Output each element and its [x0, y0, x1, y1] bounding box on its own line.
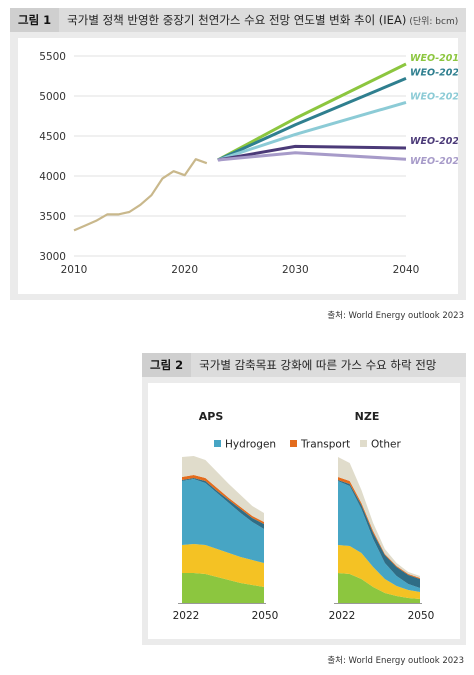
x-tick-label-2010: 2010 — [61, 264, 88, 276]
figure1-title: 국가별 정책 반영한 중장기 천연가스 수요 전망 연도별 변화 추이 (IEA… — [67, 13, 407, 27]
historical-line — [73, 158, 208, 232]
legend-label-hydrogen: Hydrogen — [225, 439, 276, 451]
legend-swatch-other — [360, 440, 367, 447]
figure1-plot-area: 3000 3500 4000 4500 5000 5500 2010 2020 2030 2040… — [18, 38, 466, 294]
area-aps-yellow — [182, 544, 264, 587]
subchart-title-nze: NZE — [355, 410, 380, 423]
x-tick-label-aps-2050: 2050 — [252, 610, 279, 622]
legend-swatch-hydrogen — [214, 440, 221, 447]
x-tick-label-aps-2022: 2022 — [173, 610, 200, 622]
series-line-weo-2020 — [217, 77, 407, 162]
x-tick-label-2040: 2040 — [393, 264, 420, 276]
x-tick-label-2030: 2030 — [282, 264, 309, 276]
figure2-panel: 그림 2 국가별 감축목표 강화에 따른 가스 수요 하락 전망 Hydroge… — [142, 353, 466, 645]
area-aps-green — [182, 573, 264, 603]
y-tick-label-3000: 3000 — [39, 251, 66, 263]
legend-swatch-transport — [290, 440, 297, 447]
y-tick-label-5000: 5000 — [39, 91, 66, 103]
area-nze-hydrogen — [338, 481, 420, 592]
y-tick-label-3500: 3500 — [39, 211, 66, 223]
series-label-weo-2022: WEO-2022 — [410, 136, 458, 147]
figure1-source: 출처: World Energy outlook 2023 — [327, 311, 464, 321]
series-label-weo-2023: WEO-2023 — [410, 156, 458, 167]
legend-label-transport: Transport — [300, 439, 350, 451]
area-charts: Hydrogen Transport Other APS 2022 2050 NZE 2022… — [173, 410, 435, 622]
figure2-header: 그림 2 국가별 감축목표 강화에 따른 가스 수요 하락 전망 — [142, 353, 466, 377]
area-nze-yellow — [338, 545, 420, 599]
area-aps-other — [182, 456, 264, 522]
figure2-plot-area: Hydrogen Transport Other APS 2022 2050 NZE 2022… — [148, 383, 460, 639]
area-nze-green — [338, 573, 420, 603]
figure1-panel: 그림 1 국가별 정책 반영한 중장기 천연가스 수요 전망 연도별 변화 추이… — [10, 8, 466, 300]
area-aps-dark — [182, 478, 264, 529]
y-tick-label-4000: 4000 — [39, 171, 66, 183]
figure1-tag: 그림 1 — [10, 8, 60, 32]
x-tick-label-nze-2050: 2050 — [408, 610, 435, 622]
x-tick-label-nze-2022: 2022 — [329, 610, 356, 622]
area-nze-dark — [338, 480, 420, 588]
line-chart: 3000 3500 4000 4500 5000 5500 2010 2020 2030 2040… — [39, 51, 466, 276]
series-line-weo-2023 — [217, 151, 407, 162]
figure2-title: 국가별 감축목표 강화에 따른 가스 수요 하락 전망 — [199, 358, 437, 372]
series-line-weo-2021 — [217, 100, 407, 162]
legend-label-other: Other — [371, 439, 401, 451]
series-label-weo-2021: WEO-2021 — [410, 91, 458, 102]
area-nze-other — [338, 457, 420, 578]
y-tick-label-5500: 5500 — [39, 51, 66, 63]
y-tick-label-4500: 4500 — [39, 131, 66, 143]
series-label-weo-2020: WEO-2020 — [410, 67, 458, 78]
x-tick-label-2020: 2020 — [171, 264, 198, 276]
area-aps-transport — [182, 475, 264, 524]
figure1-unit: (단위: bcm) — [409, 16, 459, 27]
subchart-title-aps: APS — [199, 410, 224, 423]
series-line-weo-2022 — [217, 144, 407, 162]
figure1-header: 그림 1 국가별 정책 반영한 중장기 천연가스 수요 전망 연도별 변화 추이… — [10, 8, 466, 32]
series-line-weo-2019 — [217, 62, 407, 162]
figure2-tag: 그림 2 — [142, 353, 192, 377]
area-aps-hydrogen — [182, 479, 264, 563]
figure2-source: 출처: World Energy outlook 2023 — [327, 656, 464, 666]
series-label-weo-2019: WEO-2019 — [410, 53, 458, 64]
